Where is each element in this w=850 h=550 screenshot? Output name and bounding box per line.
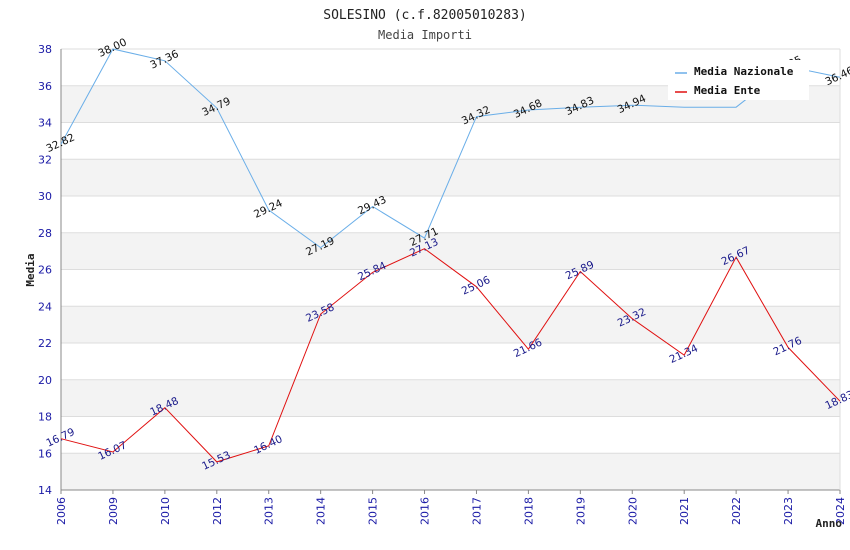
y-tick-label: 16 bbox=[38, 447, 52, 460]
grid-bands bbox=[61, 85, 840, 490]
grid-band bbox=[61, 232, 840, 270]
chart-subtitle: Media Importi bbox=[378, 28, 472, 42]
series-lines bbox=[60, 48, 841, 463]
x-tick-label: 2017 bbox=[470, 497, 483, 525]
data-label: 29.43 bbox=[356, 194, 388, 218]
y-tick-label: 24 bbox=[38, 300, 52, 313]
axes bbox=[60, 49, 841, 491]
x-tick-label: 2016 bbox=[419, 497, 432, 525]
y-tick-label: 14 bbox=[38, 484, 52, 497]
y-axis-label: Media bbox=[24, 253, 37, 286]
y-tick-label: 34 bbox=[38, 117, 52, 130]
legend-label-ente: Media Ente bbox=[694, 84, 761, 97]
x-tick-label: 2019 bbox=[574, 497, 587, 525]
grid-band bbox=[61, 379, 840, 417]
grid-band bbox=[61, 453, 840, 490]
data-label: 29.24 bbox=[252, 197, 285, 221]
y-tick-label: 22 bbox=[38, 337, 52, 350]
x-tick-label: 2020 bbox=[626, 497, 639, 525]
y-tick-label: 28 bbox=[38, 227, 52, 240]
chart-title: SOLESINO (c.f.82005010283) bbox=[323, 8, 527, 23]
x-tick-label: 2014 bbox=[315, 497, 328, 525]
y-tick-label: 30 bbox=[38, 190, 52, 203]
data-label: 38.00 bbox=[96, 36, 128, 60]
y-tick-label: 20 bbox=[38, 374, 52, 387]
data-label: 36.46 bbox=[823, 64, 850, 88]
x-tick-label: 2015 bbox=[367, 497, 380, 525]
legend-box bbox=[668, 60, 809, 100]
data-label: 21.34 bbox=[668, 342, 701, 366]
series-line-media-ente bbox=[60, 248, 841, 463]
y-tick-label: 36 bbox=[38, 80, 52, 93]
series-line-media-nazionale bbox=[60, 48, 841, 249]
x-tick-label: 2012 bbox=[211, 497, 224, 525]
x-tick-label: 2006 bbox=[55, 497, 68, 525]
legend: Media Nazionale Media Ente bbox=[668, 60, 809, 100]
x-tick-label: 2009 bbox=[107, 497, 120, 525]
y-tick-label: 32 bbox=[38, 153, 52, 166]
x-tick-label: 2013 bbox=[263, 497, 276, 525]
y-tick-label: 18 bbox=[38, 411, 52, 424]
x-tick-label: 2010 bbox=[159, 497, 172, 525]
x-tick-label: 2024 bbox=[834, 497, 847, 525]
x-tick-label: 2021 bbox=[678, 497, 691, 525]
legend-label-nazionale: Media Nazionale bbox=[694, 65, 794, 78]
grid-lines bbox=[61, 48, 840, 491]
x-tick-label: 2023 bbox=[782, 497, 795, 525]
grid-band bbox=[61, 306, 840, 343]
x-tick-label: 2018 bbox=[522, 497, 535, 525]
x-tick-label: 2022 bbox=[730, 497, 743, 525]
x-tick-labels: 2006 2009 2010 2012 2013 2014 2015 2016 2017 2018… bbox=[55, 490, 847, 525]
y-tick-label: 26 bbox=[38, 264, 52, 277]
x-axis-label: Anno bbox=[816, 517, 843, 530]
y-tick-labels: 14 16 18 20 22 24 26 28 30 32 34 36 38 bbox=[38, 43, 52, 497]
data-label: 25.06 bbox=[460, 274, 493, 298]
data-label: 37.36 bbox=[148, 48, 181, 72]
y-tick-label: 38 bbox=[38, 43, 52, 56]
